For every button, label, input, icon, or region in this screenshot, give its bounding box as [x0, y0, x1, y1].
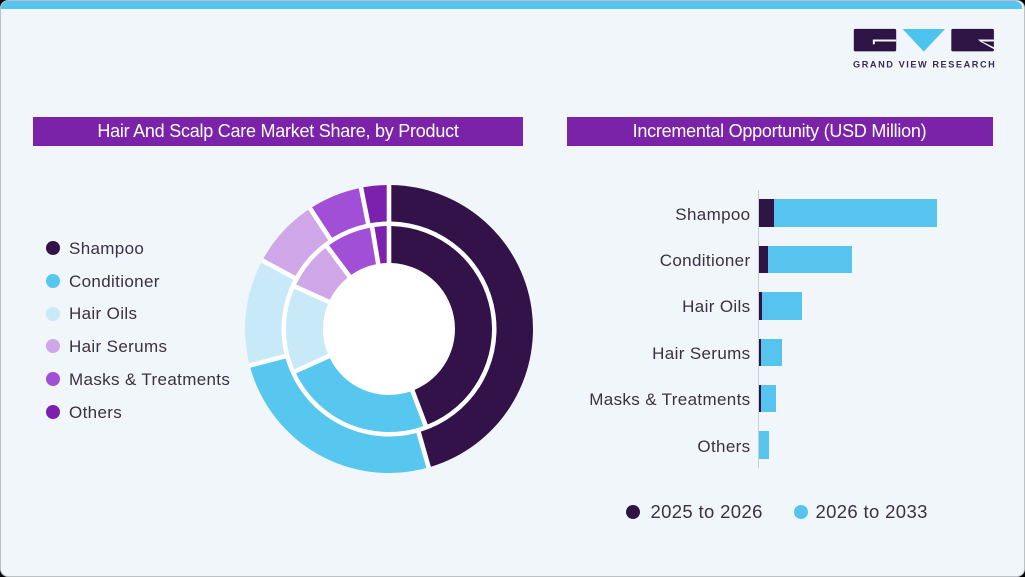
svg-text:GRAND VIEW RESEARCH: GRAND VIEW RESEARCH: [853, 59, 996, 69]
